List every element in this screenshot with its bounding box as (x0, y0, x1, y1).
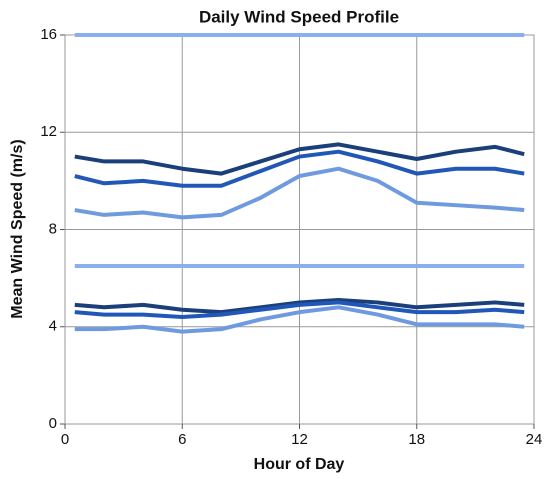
series-line (74, 300, 525, 320)
x-tick-label: 0 (61, 431, 69, 448)
x-axis-title: Hour of Day (254, 456, 345, 473)
y-tick-label: 8 (49, 220, 57, 237)
y-axis-title: Mean Wind Speed (m/s) (9, 139, 26, 318)
chart-title: Daily Wind Speed Profile (199, 7, 399, 26)
y-tick-label: 0 (49, 415, 57, 432)
series-line (74, 149, 525, 188)
series-line (74, 298, 525, 315)
x-tick-label: 24 (526, 431, 543, 448)
series-line (74, 166, 525, 220)
series-line (74, 142, 525, 176)
y-tick-label: 12 (40, 123, 57, 140)
series-line (74, 305, 525, 334)
y-tick-label: 4 (49, 318, 57, 335)
x-tick-label: 6 (178, 431, 186, 448)
y-tick-label: 16 (40, 26, 57, 43)
x-tick-label: 12 (291, 431, 308, 448)
x-tick-label: 18 (408, 431, 425, 448)
